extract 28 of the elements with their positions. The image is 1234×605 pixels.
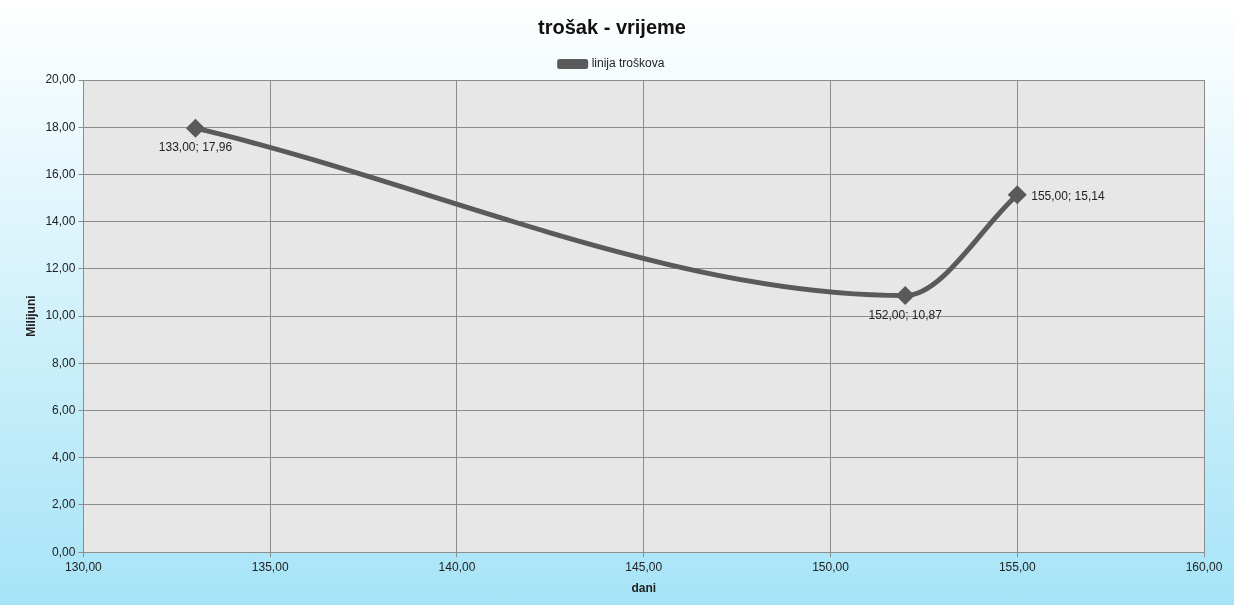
point <box>896 287 914 305</box>
y-tick-label: 18,00 <box>45 119 76 134</box>
x-tick-label: 145,00 <box>625 559 663 574</box>
y-axis-title: Milijuni <box>23 295 38 337</box>
x-tick-label: 135,00 <box>251 559 289 574</box>
y-tick-label: 2,00 <box>52 497 76 512</box>
x-tick-label: 140,00 <box>438 559 476 574</box>
y-tick-label: 20,00 <box>45 72 76 87</box>
y-tick-label: 4,00 <box>52 450 76 465</box>
data-label: 133,00; 17,96 <box>158 140 233 155</box>
x-tick-label: 160,00 <box>1185 559 1223 574</box>
x-tick-label: 130,00 <box>65 559 103 574</box>
data-label: 155,00; 15,14 <box>1031 189 1105 204</box>
data-label: 152,00; 10,87 <box>868 307 943 322</box>
y-tick-label: 16,00 <box>45 166 76 181</box>
legend-label: linija troškova <box>591 56 665 71</box>
x-tick-label: 150,00 <box>812 559 850 574</box>
chart-title: trošak - vrijeme <box>538 15 686 38</box>
y-tick-label: 8,00 <box>52 355 76 370</box>
point <box>1008 186 1026 204</box>
y-tick-label: 10,00 <box>45 308 76 323</box>
x-tick-label: 155,00 <box>998 559 1036 574</box>
x-axis-title: dani <box>631 581 657 596</box>
y-tick-label: 0,00 <box>52 544 76 559</box>
y-tick-label: 14,00 <box>45 213 76 228</box>
y-tick-label: 6,00 <box>52 402 76 417</box>
y-tick-label: 12,00 <box>45 261 76 276</box>
point <box>186 119 204 137</box>
